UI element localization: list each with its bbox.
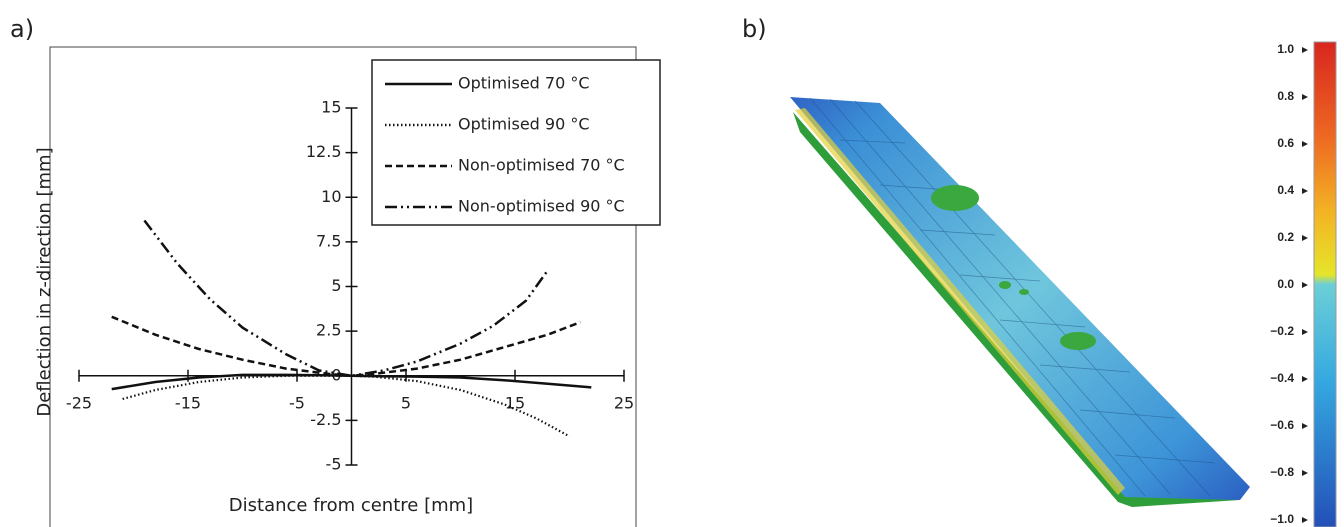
colorbar — [1314, 42, 1336, 527]
colorbar-tick — [1302, 188, 1308, 194]
colorbar-tick-label: 0.4 — [1277, 183, 1294, 197]
colorbar-tick — [1302, 282, 1308, 288]
legend-label: Non-optimised 90 °C — [458, 197, 625, 216]
figure: a) Distance from centre [mm] Deflection … — [0, 0, 1344, 527]
colorbar-tick-label: −0.8 — [1270, 465, 1294, 479]
x-tick-label: 25 — [614, 393, 634, 412]
colorbar-tick-label: 0.0 — [1277, 277, 1294, 291]
colorbar-tick-label: 0.8 — [1277, 89, 1294, 103]
legend-label: Optimised 90 °C — [458, 115, 590, 134]
y-tick-label: -5 — [326, 455, 342, 474]
colorbar-tick — [1302, 517, 1308, 523]
y-axis-title: Deflection in z-direction [mm] — [34, 147, 55, 416]
colorbar-tick — [1302, 423, 1308, 429]
y-tick-label: -2.5 — [310, 410, 341, 429]
colorbar-tick-label: −0.2 — [1270, 324, 1294, 338]
colorbar-tick-label: 0.2 — [1277, 230, 1294, 244]
colorbar-tick — [1302, 235, 1308, 241]
y-tick-label: 12.5 — [306, 142, 342, 161]
line-series — [112, 317, 581, 376]
legend-label: Non-optimised 70 °C — [458, 156, 625, 175]
colorbar-tick — [1302, 470, 1308, 476]
colorbar-tick — [1302, 329, 1308, 335]
panel-label: b) — [742, 15, 767, 43]
x-tick-label: -15 — [175, 393, 201, 412]
colorbar-tick — [1302, 94, 1308, 100]
panel-label: a) — [10, 15, 34, 43]
colorbar-tick — [1302, 376, 1308, 382]
colorbar-tick-label: −1.0 — [1270, 512, 1294, 526]
x-tick-label: -5 — [289, 393, 305, 412]
colorbar-tick — [1302, 47, 1308, 53]
colorbar-tick-label: 1.0 — [1277, 42, 1294, 56]
y-tick-label: 10 — [321, 187, 341, 206]
colorbar-tick-label: 0.6 — [1277, 136, 1294, 150]
fem-model — [790, 97, 1250, 507]
y-tick-label: 15 — [321, 98, 341, 117]
y-tick-label: 5 — [331, 276, 341, 295]
x-axis-title: Distance from centre [mm] — [229, 495, 473, 516]
colorbar-tick-label: −0.4 — [1270, 371, 1294, 385]
legend-label: Optimised 70 °C — [458, 74, 590, 93]
y-tick-label: 2.5 — [316, 321, 341, 340]
colorbar-tick — [1302, 141, 1308, 147]
y-tick-label: 7.5 — [316, 231, 341, 250]
x-tick-label: 5 — [401, 393, 411, 412]
x-tick-label: -25 — [66, 393, 92, 412]
colorbar-tick-label: −0.6 — [1270, 418, 1294, 432]
x-tick-label: 15 — [505, 393, 525, 412]
